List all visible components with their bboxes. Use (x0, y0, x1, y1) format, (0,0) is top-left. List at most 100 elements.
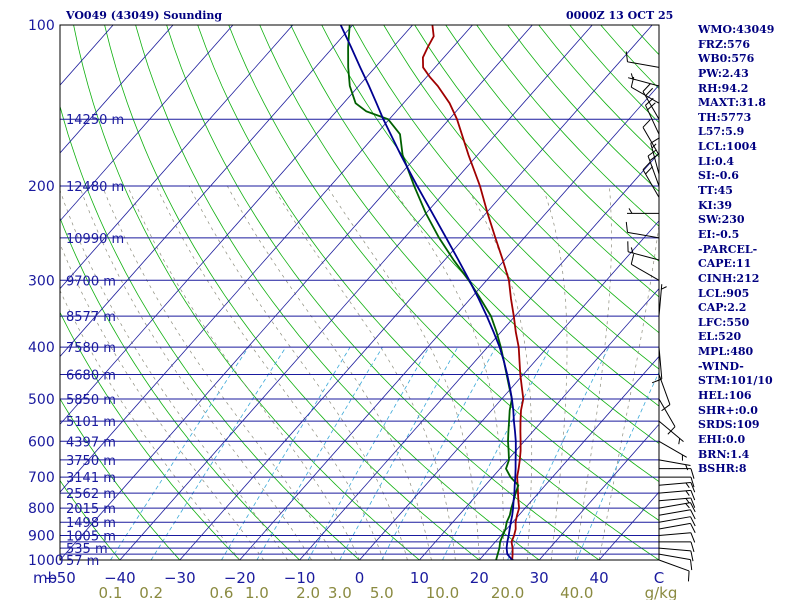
pressure-label: 900 (28, 529, 55, 545)
isotherm (60, 25, 294, 290)
height-label: 1498 m (66, 516, 116, 531)
index-row: TH:5773 (698, 110, 752, 124)
dry-adiabat (60, 479, 121, 560)
wind-barb (642, 161, 660, 198)
index-row: LCL:1004 (698, 140, 757, 154)
temperature-tick-label: −50 (44, 569, 76, 587)
moist-adiabat (227, 185, 432, 560)
wind-barb (658, 440, 687, 461)
wind-barb-feather (685, 482, 690, 488)
height-label: 5101 m (66, 415, 116, 430)
wind-barb-feather (690, 497, 696, 508)
index-row: EL:520 (698, 330, 742, 344)
dry-adiabat (228, 25, 659, 521)
isotherm (538, 423, 659, 560)
wind-barb-staff (658, 459, 691, 466)
dry-adiabat (73, 25, 421, 560)
height-label: 3141 m (66, 471, 116, 486)
pressure-label: 700 (28, 470, 55, 486)
wind-barb-staff (627, 61, 660, 68)
temperature-tick-label: −10 (284, 569, 316, 587)
wind-barb-staff (642, 169, 660, 198)
wind-barb (627, 241, 660, 261)
wind-barb-feather (630, 253, 635, 265)
height-label: 10990 m (66, 232, 124, 247)
wind-barb (658, 481, 696, 493)
height-label: 8577 m (66, 310, 116, 325)
dry-adiabat (414, 25, 659, 298)
isotherm (359, 220, 659, 560)
wind-barb-feather (630, 247, 634, 254)
wind-barb (658, 509, 696, 520)
dry-adiabat (352, 25, 659, 370)
plot-frame (59, 24, 660, 561)
index-row: CINH:212 (698, 271, 760, 285)
index-row: TT:45 (698, 184, 733, 198)
wind-barb-staff (647, 155, 660, 187)
wind-barb (658, 284, 667, 317)
wind-barb-feather (690, 502, 696, 513)
wind-barb-staff (658, 547, 691, 552)
mixing-ratio-line (110, 346, 249, 560)
wind-barb-feather (690, 550, 694, 562)
isotherm (60, 25, 533, 560)
pressure-label: 500 (28, 392, 55, 408)
wind-barb-feather (690, 482, 696, 493)
wind-barb-feather (625, 51, 628, 62)
wind-barb-feather (690, 490, 696, 501)
mixing-ratio-label: 0.2 (139, 584, 163, 600)
wind-barb (658, 497, 696, 508)
wind-barb-staff (658, 522, 691, 530)
mixing-ratio-label: 2.0 (296, 584, 320, 600)
index-row: -WIND- (698, 359, 744, 373)
wind-barb (651, 347, 663, 384)
height-label: 14250 m (66, 113, 124, 128)
isotherm (179, 25, 653, 560)
wind-barb-staff (658, 516, 691, 523)
wind-barb-staff (642, 127, 660, 156)
wind-barb-staff (627, 251, 660, 261)
index-row: CAP:2.2 (698, 301, 747, 315)
height-label: 12480 m (66, 180, 124, 195)
height-label: 5850 m (66, 393, 116, 408)
index-row: FRZ:576 (698, 37, 751, 51)
isotherm (119, 25, 593, 560)
wind-barb-feather (667, 426, 676, 435)
pressure-label: 600 (28, 434, 55, 450)
index-row: WMO:43049 (698, 23, 775, 36)
index-row: EI:-0.5 (698, 227, 740, 241)
dry-adiabat (166, 25, 600, 560)
wind-barb-staff (631, 263, 660, 281)
wind-barb-feather (690, 516, 696, 527)
wind-barb-feather (690, 468, 695, 479)
station-title: VO049 (43049) Sounding (66, 9, 223, 22)
isotherm (60, 25, 354, 358)
pressure-label: 100 (28, 18, 55, 34)
wind-barb (658, 516, 696, 527)
index-row: SRDS:109 (698, 418, 760, 432)
mixing-ratio-line (381, 346, 497, 560)
mixing-ratio-label: 0.1 (99, 584, 123, 600)
wind-barb (658, 532, 696, 543)
moist-adiabat (598, 222, 659, 560)
index-row: -PARCEL- (698, 242, 758, 256)
moist-adiabat (188, 185, 408, 560)
index-row: CAPE:11 (698, 257, 752, 271)
mixing-ratio-line (442, 346, 551, 560)
wind-barb-staff (658, 420, 684, 443)
wind-barb (625, 221, 660, 239)
wind-barb (627, 73, 660, 87)
wind-barb-feather (685, 490, 690, 496)
wind-barb-staff (658, 440, 687, 458)
wind-barb (658, 420, 684, 445)
mixing-ratio-label: 40.0 (560, 584, 593, 600)
wind-barb-feather (690, 532, 696, 543)
wind-barb-staff (658, 502, 691, 509)
moist-adiabat (326, 185, 480, 560)
mixing-ratio-label: 5.0 (370, 584, 394, 600)
dry-adiabat (321, 25, 659, 407)
wind-barb-staff (658, 481, 691, 486)
wind-barb-staff (658, 532, 691, 537)
pressure-label: 300 (28, 273, 55, 289)
isotherm (60, 25, 413, 425)
